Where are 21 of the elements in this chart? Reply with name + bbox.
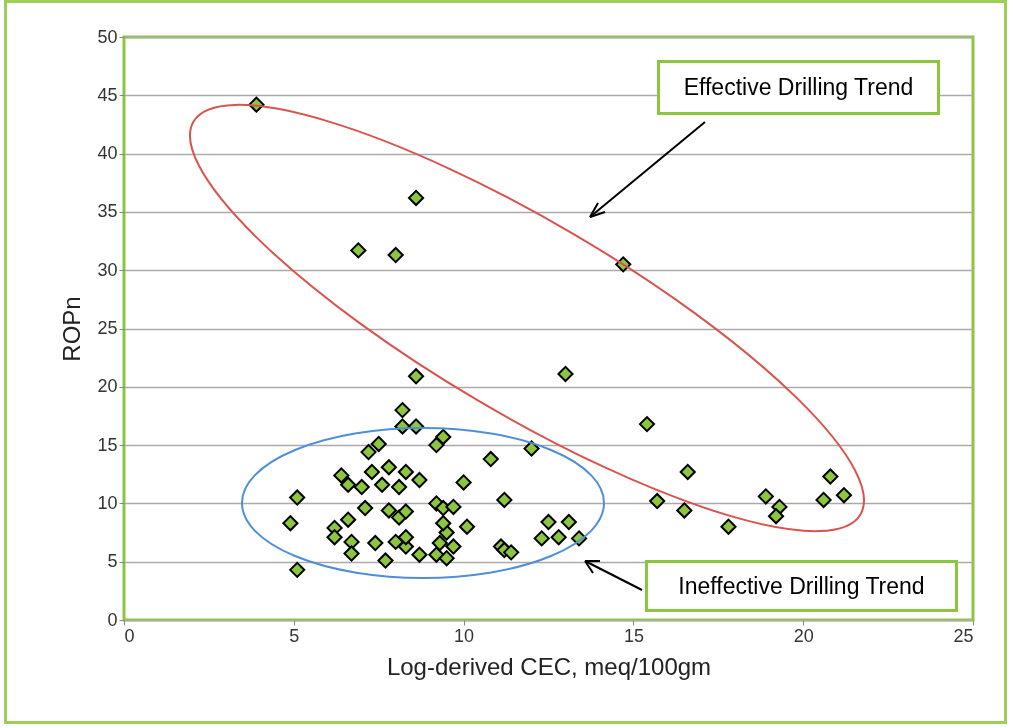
annotation: Effective Drilling Trend [657, 60, 940, 115]
y-tick-label: 40 [97, 143, 118, 164]
x-tick-label: 5 [289, 625, 300, 646]
y-tick-label: 25 [97, 318, 118, 338]
y-tick-label: 45 [97, 84, 118, 105]
y-tick-label: 10 [97, 492, 118, 513]
y-tick-label: 20 [97, 376, 118, 397]
y-tick-label: 50 [97, 26, 118, 47]
x-tick-label: 15 [623, 625, 644, 646]
y-tick-label: 15 [97, 434, 118, 455]
x-tick-label: 20 [793, 625, 814, 646]
y-tick-label: 35 [97, 201, 118, 222]
x-axis-title: Log-derived CEC, meq/100gm [386, 652, 712, 680]
y-tick-label: 30 [97, 259, 118, 280]
y-tick-label: 0 [107, 609, 118, 630]
y-axis-title: ROPn [58, 296, 86, 362]
x-tick-label: 0 [124, 625, 135, 646]
annotation: Ineffective Drilling Trend [645, 560, 958, 612]
x-tick-label: 10 [454, 625, 475, 646]
x-tick-label: 25 [953, 625, 974, 646]
y-tick-label: 5 [107, 551, 118, 572]
